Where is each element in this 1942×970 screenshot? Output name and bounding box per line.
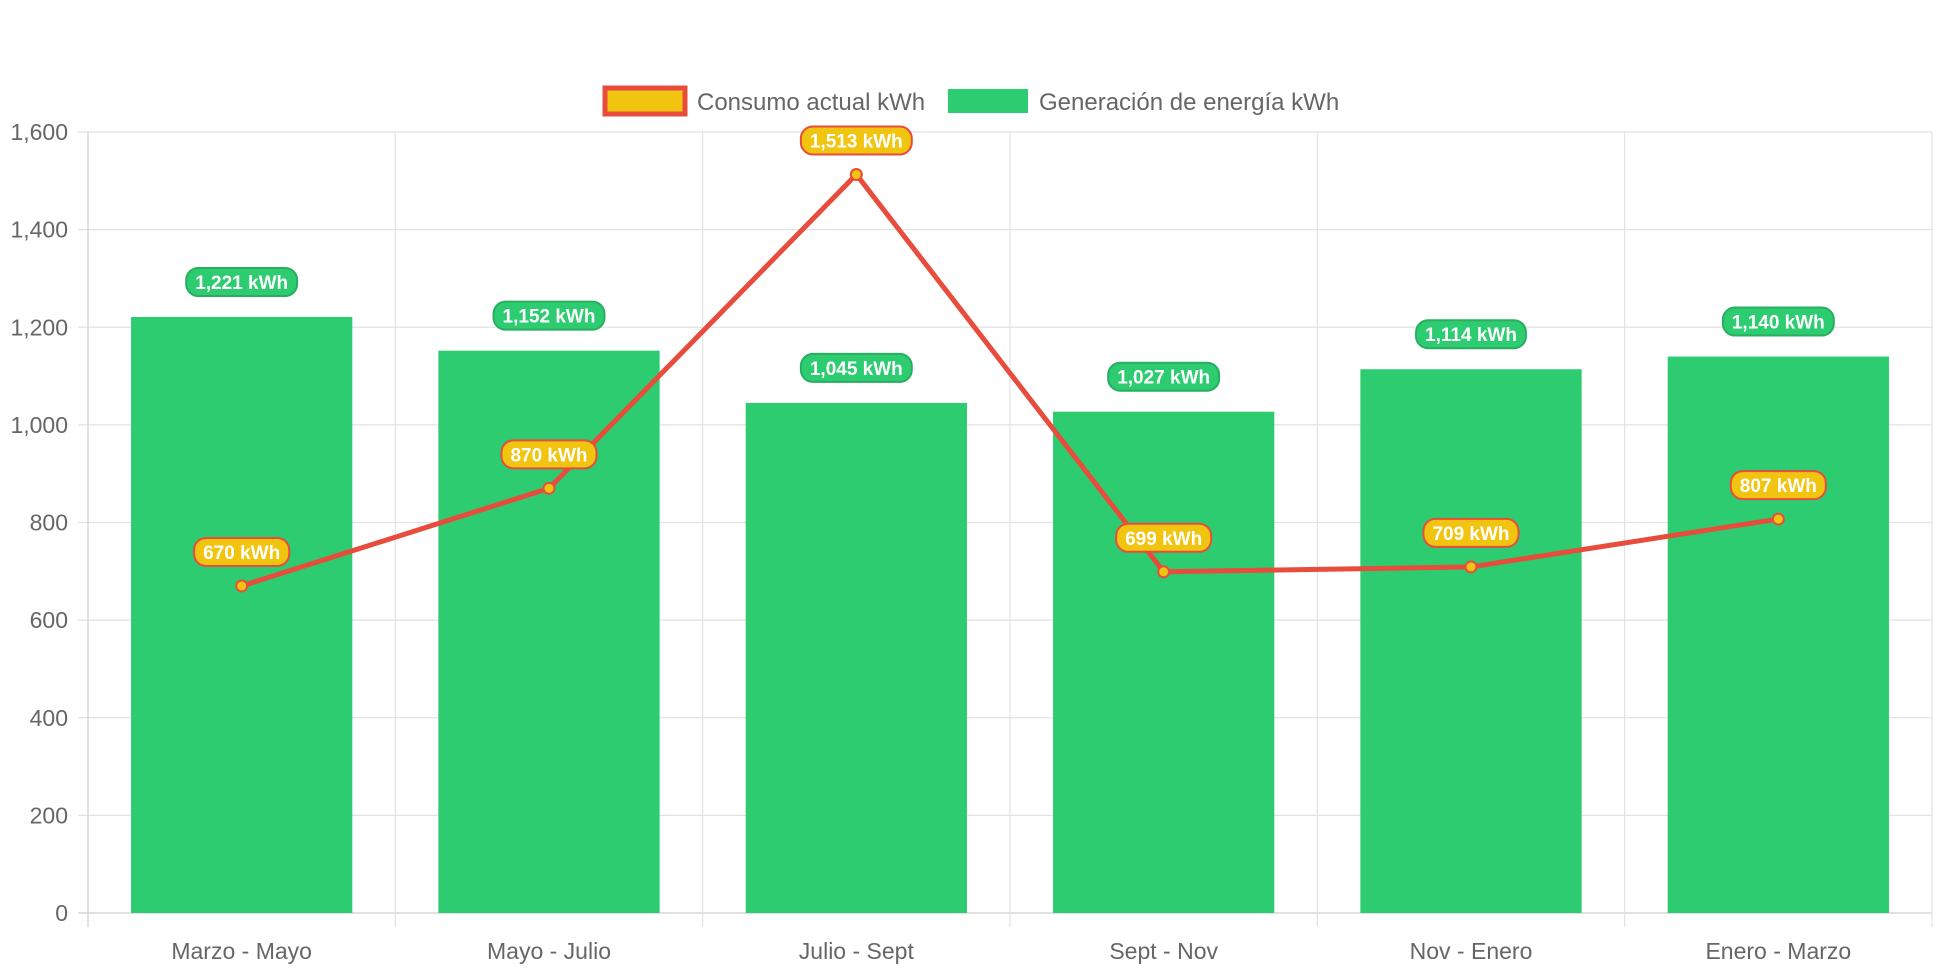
x-tick-label: Enero - Marzo bbox=[1705, 938, 1851, 964]
legend-item-consumo[interactable]: Consumo actual kWh bbox=[602, 85, 925, 117]
legend-swatch-consumo bbox=[602, 85, 688, 117]
bar bbox=[1053, 411, 1275, 913]
bar-data-label-text: 1,027 kWh bbox=[1117, 368, 1210, 389]
line-data-label: 1,513 kWh bbox=[799, 125, 913, 156]
legend-label-generacion: Generación de energía kWh bbox=[1039, 89, 1339, 116]
line-data-label-box bbox=[1422, 517, 1520, 548]
x-tick-label: Nov - Enero bbox=[1410, 938, 1533, 964]
bar-data-label: 1,027 kWh bbox=[1107, 361, 1221, 392]
y-tick-label: 800 bbox=[30, 510, 68, 536]
line-series bbox=[235, 167, 1785, 593]
y-tick-label: 1,200 bbox=[10, 314, 68, 340]
line-data-label: 699 kWh bbox=[1115, 522, 1213, 553]
y-axis-ticks: 0 200 400 600 800 1,000 1,200 1,400 1,600 bbox=[10, 119, 68, 926]
line-data-label: 670 kWh bbox=[193, 536, 291, 567]
line-data-label-box bbox=[1729, 470, 1827, 501]
y-tick-label: 1,600 bbox=[10, 119, 68, 145]
x-tick-label: Sept - Nov bbox=[1109, 938, 1218, 964]
x-tick-label: Mayo - Julio bbox=[487, 938, 611, 964]
line-data-label-box bbox=[1115, 522, 1213, 553]
line-data-label-box bbox=[500, 439, 598, 470]
line-point bbox=[235, 579, 249, 593]
line-data-label-text: 699 kWh bbox=[1125, 529, 1202, 550]
line-point bbox=[849, 167, 863, 181]
y-tick-label: 1,000 bbox=[10, 412, 68, 438]
bar-data-label: 1,221 kWh bbox=[185, 266, 299, 297]
line-point bbox=[1464, 560, 1478, 574]
line-data-label-box bbox=[193, 536, 291, 567]
line-data-label: 709 kWh bbox=[1422, 517, 1520, 548]
legend-swatch-generacion bbox=[948, 89, 1028, 113]
bar-data-label: 1,045 kWh bbox=[799, 352, 913, 383]
line-data-label: 807 kWh bbox=[1729, 470, 1827, 501]
bar-data-label-box bbox=[1415, 319, 1527, 350]
y-tick-label: 1,400 bbox=[10, 217, 68, 243]
legend-label-consumo: Consumo actual kWh bbox=[697, 89, 925, 116]
bar-data-label-box bbox=[1721, 306, 1835, 337]
y-tick-label: 200 bbox=[30, 802, 68, 828]
line-path bbox=[240, 171, 1779, 589]
legend[interactable]: Consumo actual kWh Generación de energía … bbox=[602, 85, 1339, 117]
bar bbox=[745, 402, 967, 913]
line-data-label-box bbox=[799, 125, 913, 156]
bar-data-label-text: 1,140 kWh bbox=[1732, 313, 1825, 334]
line-data-label-text: 870 kWh bbox=[510, 445, 587, 466]
bar-data-label-box bbox=[1107, 361, 1221, 392]
bar-data-label: 1,114 kWh bbox=[1415, 319, 1527, 350]
line-point bbox=[542, 481, 556, 495]
line-data-label-text: 670 kWh bbox=[203, 543, 280, 564]
data-labels: 1,221 kWh 1,152 kWh 1,045 kWh 1,027 kWh 1,11… bbox=[185, 125, 1835, 567]
bar bbox=[1667, 356, 1889, 914]
y-tick-label: 600 bbox=[30, 607, 68, 633]
y-tick-label: 400 bbox=[30, 705, 68, 731]
bar bbox=[438, 350, 660, 913]
bar-data-label: 1,140 kWh bbox=[1721, 306, 1835, 337]
bar-data-label-text: 1,045 kWh bbox=[810, 359, 903, 380]
line-point bbox=[1771, 512, 1785, 526]
bar-data-label-text: 1,152 kWh bbox=[503, 307, 596, 328]
line-data-label-text: 807 kWh bbox=[1740, 476, 1817, 497]
y-tick-label: 0 bbox=[55, 900, 68, 926]
line-data-label-text: 709 kWh bbox=[1432, 524, 1509, 545]
bar bbox=[131, 316, 353, 913]
x-axis-ticks: Marzo - Mayo Mayo - Julio Julio - Sept Sept… bbox=[171, 938, 1851, 964]
legend-item-generacion[interactable]: Generación de energía kWh bbox=[948, 89, 1339, 116]
bar-data-label-text: 1,221 kWh bbox=[195, 273, 288, 294]
bar-data-label-box bbox=[185, 266, 299, 297]
x-tick-label: Julio - Sept bbox=[799, 938, 915, 964]
bar-series bbox=[131, 316, 1889, 914]
bar-data-label-text: 1,114 kWh bbox=[1425, 325, 1517, 346]
line-data-label-text: 1,513 kWh bbox=[810, 131, 903, 152]
line-point bbox=[1157, 565, 1171, 579]
bar-data-label-box bbox=[492, 300, 606, 331]
bar bbox=[1360, 369, 1582, 913]
bar-data-label-box bbox=[799, 352, 913, 383]
bar-data-label: 1,152 kWh bbox=[492, 300, 606, 331]
x-tick-label: Marzo - Mayo bbox=[171, 938, 312, 964]
grid bbox=[78, 131, 1933, 927]
line-data-label: 870 kWh bbox=[500, 439, 598, 470]
